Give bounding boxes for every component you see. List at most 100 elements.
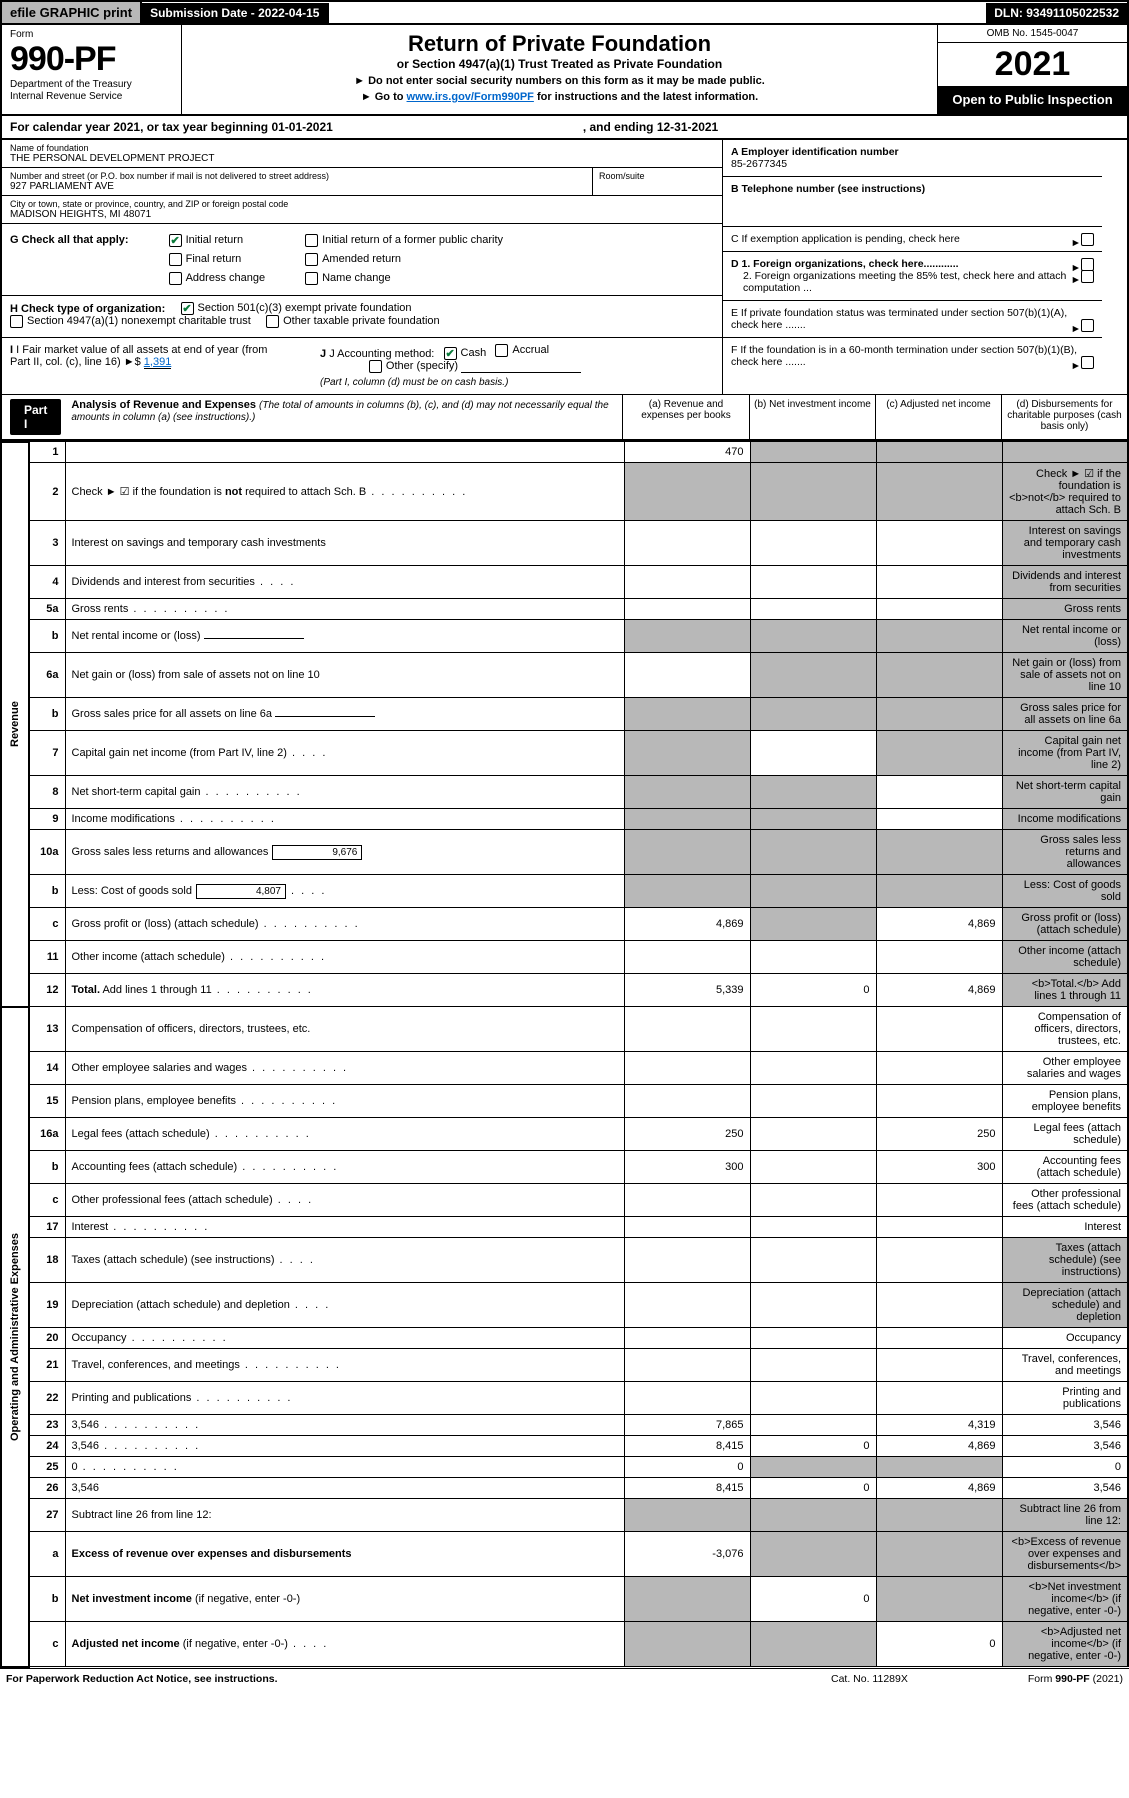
cell-a xyxy=(624,653,750,698)
cell-c xyxy=(876,1007,1002,1052)
cell-d: Travel, conferences, and meetings xyxy=(1002,1349,1128,1382)
cell-c: 0 xyxy=(876,1622,1002,1667)
line-desc: Gross rents xyxy=(65,599,624,620)
ck-other-method[interactable]: Other (specify) xyxy=(369,360,458,373)
cell-b xyxy=(750,1499,876,1532)
line-desc: Net short-term capital gain xyxy=(65,776,624,809)
cell-a: 7,865 xyxy=(624,1415,750,1436)
cell-b: 0 xyxy=(750,974,876,1007)
cell-b: 0 xyxy=(750,1577,876,1622)
cell-a xyxy=(624,620,750,653)
cell-d: <b>Adjusted net income</b> (if negative,… xyxy=(1002,1622,1128,1667)
cell-c xyxy=(876,1283,1002,1328)
section-g: G Check all that apply: ✔Initial return … xyxy=(2,224,722,296)
line-desc: Travel, conferences, and meetings xyxy=(65,1349,624,1382)
form-number: 990-PF xyxy=(10,40,173,79)
analysis-table: Revenue14702Check ► ☑ if the foundation … xyxy=(0,441,1129,1668)
line-desc: Taxes (attach schedule) (see instruction… xyxy=(65,1238,624,1283)
cell-c xyxy=(876,1577,1002,1622)
cell-b xyxy=(750,1217,876,1238)
line-num: b xyxy=(29,875,65,908)
cell-c xyxy=(876,566,1002,599)
cell-b xyxy=(750,941,876,974)
cell-a: 470 xyxy=(624,442,750,463)
cell-b xyxy=(750,776,876,809)
table-row: 4Dividends and interest from securitiesD… xyxy=(1,566,1128,599)
line-desc: Pension plans, employee benefits xyxy=(65,1085,624,1118)
line-desc: Dividends and interest from securities xyxy=(65,566,624,599)
cell-d: 0 xyxy=(1002,1457,1128,1478)
cell-c xyxy=(876,620,1002,653)
ck-cash[interactable]: ✔Cash xyxy=(444,347,487,360)
cell-b xyxy=(750,809,876,830)
line-desc: Less: Cost of goods sold4,807 xyxy=(65,875,624,908)
entity-info: Name of foundation THE PERSONAL DEVELOPM… xyxy=(0,139,1129,394)
cell-c: 300 xyxy=(876,1151,1002,1184)
table-row: 8Net short-term capital gainNet short-te… xyxy=(1,776,1128,809)
efile-label[interactable]: efile GRAPHIC print xyxy=(2,2,142,23)
cell-c xyxy=(876,1085,1002,1118)
line-desc xyxy=(65,442,624,463)
ck-4947[interactable]: Section 4947(a)(1) nonexempt charitable … xyxy=(10,315,251,328)
cell-d: Accounting fees (attach schedule) xyxy=(1002,1151,1128,1184)
cell-d: Gross sales price for all assets on line… xyxy=(1002,698,1128,731)
line-num: c xyxy=(29,1184,65,1217)
table-row: 27Subtract line 26 from line 12:Subtract… xyxy=(1,1499,1128,1532)
form-title: Return of Private Foundation xyxy=(192,31,927,57)
ck-other-taxable[interactable]: Other taxable private foundation xyxy=(266,315,440,328)
line-num: 16a xyxy=(29,1118,65,1151)
ck-final-return[interactable]: Final return xyxy=(169,253,266,266)
form-link[interactable]: www.irs.gov/Form990PF xyxy=(407,91,534,103)
ck-f[interactable]: ► xyxy=(1071,356,1094,372)
cell-a: -3,076 xyxy=(624,1532,750,1577)
fmv-link[interactable]: 1,391 xyxy=(144,356,172,369)
line-num: 19 xyxy=(29,1283,65,1328)
cell-b xyxy=(750,830,876,875)
ck-amended[interactable]: Amended return xyxy=(305,253,503,266)
line-num: b xyxy=(29,698,65,731)
cell-b xyxy=(750,599,876,620)
col-c: (c) Adjusted net income xyxy=(875,395,1001,439)
ck-501c3[interactable]: ✔Section 501(c)(3) exempt private founda… xyxy=(181,302,412,315)
ck-address-change[interactable]: Address change xyxy=(169,272,266,285)
ck-name-change[interactable]: Name change xyxy=(305,272,503,285)
ck-initial-former[interactable]: Initial return of a former public charit… xyxy=(305,234,503,247)
cell-a xyxy=(624,463,750,521)
line-desc: 3,546 xyxy=(65,1415,624,1436)
cell-a xyxy=(624,830,750,875)
cell-d: Net short-term capital gain xyxy=(1002,776,1128,809)
form-label: Form xyxy=(10,29,173,40)
cell-d: Subtract line 26 from line 12: xyxy=(1002,1499,1128,1532)
cell-a xyxy=(624,1349,750,1382)
ck-pending[interactable]: ► xyxy=(1071,233,1094,249)
cell-c xyxy=(876,809,1002,830)
line-num: 6a xyxy=(29,653,65,698)
ck-accrual[interactable]: Accrual xyxy=(495,344,549,357)
cell-c xyxy=(876,1052,1002,1085)
cell-b xyxy=(750,1238,876,1283)
line-num: 22 xyxy=(29,1382,65,1415)
line-num: 13 xyxy=(29,1007,65,1052)
cell-b xyxy=(750,1382,876,1415)
line-num: 10a xyxy=(29,830,65,875)
cell-b: 0 xyxy=(750,1478,876,1499)
cell-b xyxy=(750,731,876,776)
line-desc: Adjusted net income (if negative, enter … xyxy=(65,1622,624,1667)
table-row: cOther professional fees (attach schedul… xyxy=(1,1184,1128,1217)
cell-c xyxy=(876,698,1002,731)
side-revenue: Revenue xyxy=(1,442,29,1007)
line-num: 20 xyxy=(29,1328,65,1349)
cell-d: Interest xyxy=(1002,1217,1128,1238)
cell-b xyxy=(750,908,876,941)
cell-a xyxy=(624,1217,750,1238)
ck-d2[interactable]: ► xyxy=(1071,270,1094,286)
table-row: 21Travel, conferences, and meetingsTrave… xyxy=(1,1349,1128,1382)
ck-initial-return[interactable]: ✔Initial return xyxy=(169,234,266,247)
line-num: b xyxy=(29,620,65,653)
line-desc: Gross sales price for all assets on line… xyxy=(65,698,624,731)
cell-b xyxy=(750,620,876,653)
cell-d: Dividends and interest from securities xyxy=(1002,566,1128,599)
ck-e[interactable]: ► xyxy=(1071,319,1094,335)
cell-a xyxy=(624,1382,750,1415)
cell-c xyxy=(876,731,1002,776)
